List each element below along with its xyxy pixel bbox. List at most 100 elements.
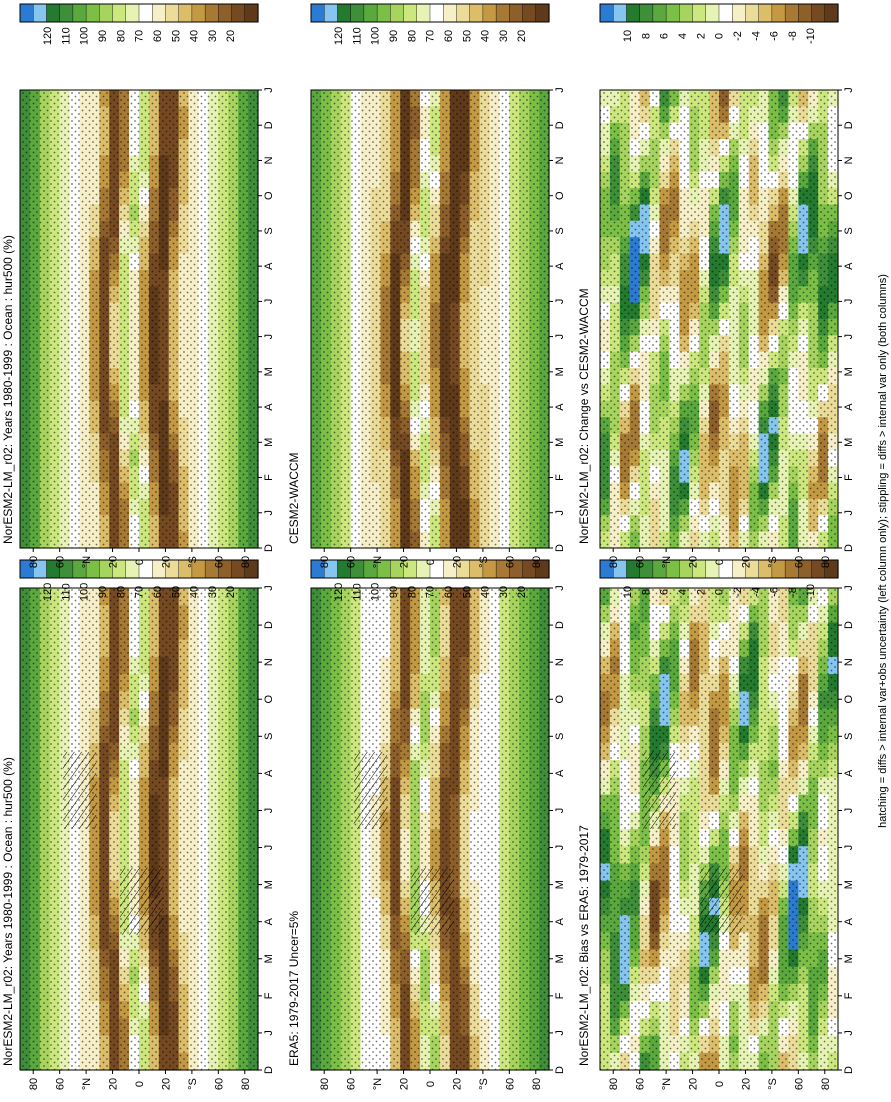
colorbar-label: 0 [714,589,726,595]
colorbar-swatch [19,3,34,23]
lat-tick-label: °N [81,556,93,568]
lat-tick-label: 80 [820,1078,832,1090]
lat-tick-label: 60 [504,1078,516,1090]
colorbar-swatch [125,3,140,23]
colorbar-label: 30 [207,586,219,598]
month-tick-label: J [263,808,275,814]
month-tick-label: A [843,917,855,925]
lat-tick-label: °N [661,1078,673,1090]
lat-tick-label: 80 [28,1078,40,1090]
lat-tick-label: 20 [740,556,752,568]
lat-tick-label: 20 [451,556,463,568]
colorbar-label: 0 [714,33,726,39]
stippling [600,90,838,548]
colorbar-label: 100 [370,27,382,45]
month-tick-label: M [843,438,855,447]
month-tick-label: A [843,403,855,411]
month-tick-label: F [554,992,566,999]
hatching [642,751,677,829]
month-tick-label: J [843,845,855,851]
colorbar-label: 80 [115,586,127,598]
colorbar-label: 10 [622,30,634,42]
lat-tick-label: 60 [55,556,67,568]
month-tick-label: A [263,262,275,270]
colorbar-swatch [191,3,206,23]
panel-model-left: D J F M A M J J A S O N D J 80 60 °N 20 0 20 °S 60 80 NorESM2-L… [1,559,275,1090]
lat-tick-label: 60 [213,556,225,568]
month-tick-label: D [554,544,566,552]
colorbar-swatch [679,3,694,23]
month-tick-label: J [554,585,566,591]
colorbar-label: 110 [351,583,363,601]
lat-tick-label: 80 [319,1078,331,1090]
colorbar-label: 30 [498,30,510,42]
colorbar-label: -4 [750,31,762,41]
colorbar-swatch [784,3,799,23]
month-tick-label: J [263,334,275,340]
colorbar-label: 50 [461,586,473,598]
hatching [699,867,743,936]
colorbar-label: 8 [640,33,652,39]
lat-tick-label: 60 [346,1078,358,1090]
colorbar-swatch [337,3,352,23]
colorbar-label: 100 [79,27,91,45]
colorbar-swatch [99,3,114,23]
month-tick-label: M [843,880,855,889]
month-tick-label: M [263,367,275,376]
colorbar-swatch [231,3,246,23]
month-tick-label: S [843,733,855,740]
month-tick-label: A [554,403,566,411]
lat-tick-label: 80 [608,1078,620,1090]
month-tick-label: S [263,227,275,234]
lat-tick-label: 60 [504,556,516,568]
colorbar-label: 70 [425,586,437,598]
colorbar-swatch [758,3,773,23]
month-tick-label: D [554,1066,566,1074]
month-tick-label: A [843,262,855,270]
lat-tick-label: 60 [55,1078,67,1090]
colorbar: 10 8 6 4 2 0 -2 -4 -6 -8 -10 [599,3,839,44]
colorbar-swatch [403,3,418,23]
colorbar-swatch [443,3,458,23]
colorbar-label: 90 [97,30,109,42]
hatching [119,867,163,936]
month-tick-label: F [554,474,566,481]
colorbar-swatch [178,3,193,23]
colorbar-label: 40 [480,30,492,42]
hatching [62,751,97,829]
colorbar-swatch [152,3,167,23]
lat-tick-label: 0 [134,559,146,565]
lat-tick-label: 60 [213,1078,225,1090]
month-tick-label: M [843,954,855,963]
month-tick-label: D [263,621,275,629]
lat-tick-label: °N [372,1078,384,1090]
month-tick-label: J [843,87,855,93]
colorbar-label: -6 [769,31,781,41]
lat-tick-label: 0 [425,559,437,565]
colorbar-label: 40 [189,586,201,598]
colorbar-label: 50 [461,30,473,42]
stippling [311,588,549,1070]
lat-tick-label: °S [187,1078,199,1090]
lat-tick-label: 20 [399,1078,411,1090]
month-tick-label: S [843,227,855,234]
lat-tick-label: 80 [820,556,832,568]
month-tick-label: J [554,334,566,340]
month-tick-label: D [843,544,855,552]
hatching [410,867,454,936]
colorbar-label: 20 [225,30,237,42]
colorbar-swatch [324,3,339,23]
colorbar-swatch [599,3,614,23]
hatching [353,751,388,829]
colorbar-label: 50 [170,586,182,598]
panel-title: ERA5: 1979-2017 Uncer=5% [287,911,301,1066]
month-tick-label: A [554,769,566,777]
colorbar: 120 110 100 90 80 70 60 50 40 30 20 [19,559,259,601]
lat-tick-label: 20 [399,556,411,568]
lat-tick-label: 0 [714,1081,726,1087]
colorbar: 120 110 100 90 80 70 60 50 40 30 20 [310,3,550,45]
colorbar-label: 110 [351,27,363,45]
month-tick-label: J [263,845,275,851]
colorbar-label: 110 [60,583,72,601]
colorbar-frame [599,3,839,23]
